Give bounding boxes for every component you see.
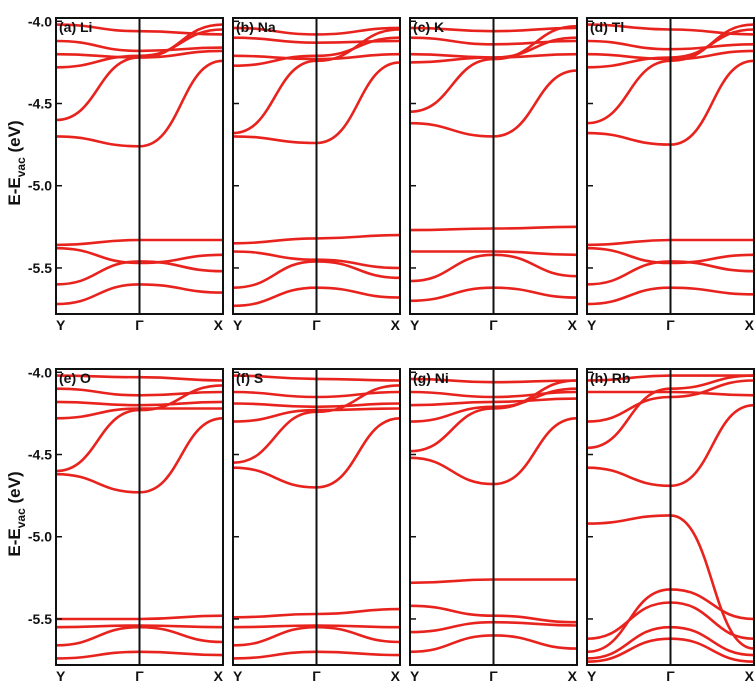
x-tick-label: Γ <box>312 668 321 684</box>
panel-title: (h) Rb <box>590 370 630 386</box>
x-tick-label: X <box>391 317 401 333</box>
ylabel-bottom-prefix: E-E <box>5 528 24 556</box>
y-tick-label: -5.5 <box>28 260 52 276</box>
panel-title: (g) Ni <box>413 370 449 386</box>
panel-4: (e) O Y Γ X -4.0 -4.5 -5.0 -5.5 <box>28 364 224 684</box>
x-tick-label: Y <box>410 317 420 333</box>
y-tick-label: -5.0 <box>28 529 52 545</box>
panel-title: (f) S <box>236 370 263 386</box>
panel-2: (c) K Y Γ X <box>409 17 578 333</box>
y-tick-label: -4.0 <box>28 13 52 29</box>
y-tick-label: -5.0 <box>28 178 52 194</box>
y-tick-label: -5.5 <box>28 611 52 627</box>
ylabel-bottom: E-Evac (eV) <box>5 471 28 556</box>
ylabel-top-suffix: (eV) <box>5 120 24 157</box>
x-tick-label: X <box>745 317 755 333</box>
x-tick-label: Γ <box>489 317 498 333</box>
ylabel-bottom-subscript: vac <box>14 508 28 528</box>
x-tick-label: Γ <box>312 317 321 333</box>
x-tick-label: X <box>391 668 401 684</box>
panel-title: (b) Na <box>236 19 276 35</box>
x-tick-label: Y <box>56 668 66 684</box>
ylabel-top-subscript: vac <box>14 157 28 177</box>
ylabel-top: E-Evac (eV) <box>5 120 28 205</box>
x-tick-label: Y <box>587 317 597 333</box>
panel-5: (f) S Y Γ X <box>232 368 401 684</box>
x-tick-label: Γ <box>489 668 498 684</box>
x-tick-label: Γ <box>135 317 144 333</box>
x-tick-label: Y <box>587 668 597 684</box>
band-line <box>410 69 577 138</box>
y-tick-label: -4.5 <box>28 96 52 112</box>
panel-3: (d) Tl Y Γ X <box>586 17 755 333</box>
x-tick-label: Y <box>233 317 243 333</box>
panels-group: (a) Li Y Γ X -4.0 -4.5 -5.0 -5.5 (b) Na Y Γ X (c) K Y… <box>28 13 755 684</box>
panel-1: (b) Na Y Γ X <box>232 17 401 333</box>
ylabel-top-prefix: E-E <box>5 177 24 205</box>
panel-title: (e) O <box>59 370 91 386</box>
ylabel-bottom-suffix: (eV) <box>5 471 24 508</box>
x-tick-label: Y <box>56 317 66 333</box>
panel-title: (c) K <box>413 19 444 35</box>
band-line <box>587 514 754 650</box>
x-tick-label: X <box>568 668 578 684</box>
x-tick-label: Γ <box>666 317 675 333</box>
panel-6: (g) Ni Y Γ X <box>409 368 578 684</box>
panel-title: (d) Tl <box>590 19 624 35</box>
x-tick-label: Γ <box>666 668 675 684</box>
band-line <box>56 59 223 148</box>
band-line <box>233 61 400 145</box>
x-tick-label: X <box>214 668 224 684</box>
y-tick-label: -4.0 <box>28 364 52 380</box>
x-tick-label: X <box>214 317 224 333</box>
x-tick-label: X <box>745 668 755 684</box>
x-tick-label: Γ <box>135 668 144 684</box>
x-tick-label: Y <box>233 668 243 684</box>
x-tick-label: X <box>568 317 578 333</box>
panel-7: (h) Rb Y Γ X <box>586 368 755 684</box>
panel-0: (a) Li Y Γ X -4.0 -4.5 -5.0 -5.5 <box>28 13 224 333</box>
panel-title: (a) Li <box>59 19 92 35</box>
x-tick-label: Y <box>410 668 420 684</box>
y-tick-label: -4.5 <box>28 447 52 463</box>
band-line <box>587 59 754 146</box>
